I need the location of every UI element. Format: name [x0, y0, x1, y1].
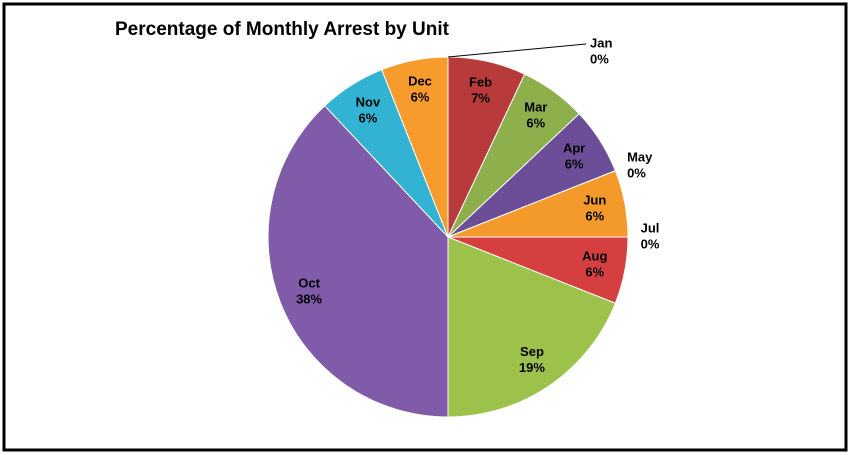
slice-value-label: 7%	[471, 91, 490, 106]
slice-value-label: 0%	[627, 166, 646, 181]
slice-category-label: Jun	[583, 192, 606, 207]
slice-value-label: 38%	[296, 291, 322, 306]
slice-category-label: Nov	[356, 94, 381, 109]
slice-category-label: Dec	[408, 74, 432, 89]
slice-value-label: 6%	[585, 208, 604, 223]
slice-value-label: 6%	[585, 264, 604, 279]
slice-category-label: Jan	[590, 35, 612, 50]
leader-line	[447, 43, 587, 58]
slice-value-label: 0%	[641, 236, 660, 251]
chart-title: Percentage of Monthly Arrest by Unit	[115, 19, 450, 40]
slice-category-label: Sep	[520, 344, 544, 359]
slice-category-label: Jul	[641, 220, 660, 235]
slice-value-label: 6%	[411, 90, 430, 105]
slice-value-label: 6%	[565, 156, 584, 171]
slice-value-label: 0%	[590, 51, 609, 66]
slice-category-label: Feb	[469, 75, 492, 90]
slice-value-label: 19%	[519, 360, 545, 375]
slice-category-label: Mar	[524, 100, 547, 115]
pie-slice	[381, 56, 449, 238]
pie-slice	[267, 105, 449, 418]
slice-category-label: Oct	[298, 275, 320, 290]
slice-category-label: Aug	[582, 248, 607, 263]
slice-category-label: Apr	[563, 140, 585, 155]
slice-value-label: 6%	[526, 116, 545, 131]
slice-value-label: 6%	[359, 110, 378, 125]
pie-slice	[447, 236, 617, 418]
slice-category-label: May	[627, 150, 653, 165]
